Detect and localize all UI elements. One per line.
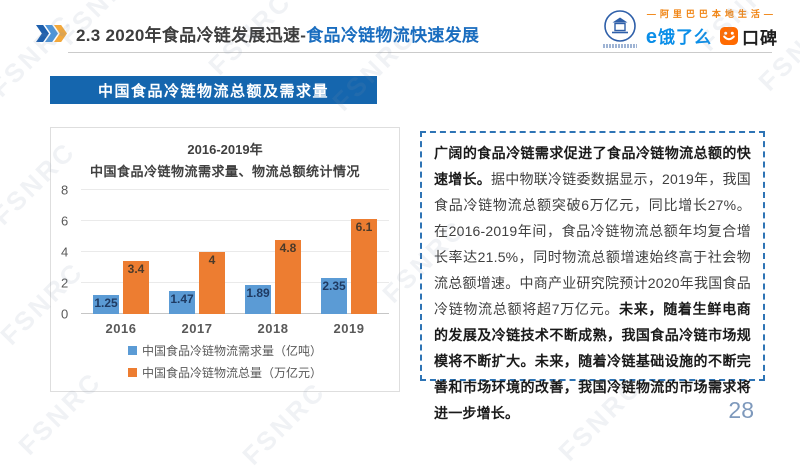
- koubei-logo: 口碑: [719, 24, 778, 49]
- gridline: [81, 313, 389, 314]
- bar: 2.35: [321, 277, 347, 314]
- chart-title-line2: 中国食品冷链物流需求量、物流总额统计情况: [89, 164, 360, 179]
- chevron-right-icon: [54, 25, 67, 42]
- page-title-highlight: 食品冷链物流快速发展: [306, 26, 480, 45]
- bar-groups: 1.25 3.4 2016 1.47 4 2017 1.89 4.8 2018 2.35 6.1 20…: [81, 190, 389, 336]
- bar-value-label: 1.25: [94, 295, 118, 310]
- brand-row: e 饿了么 口碑: [646, 23, 778, 49]
- commentary-body: 据中物联冷链委数据显示，2019年，我国食品冷链物流总额突破6万亿元，同比增长2…: [434, 171, 751, 317]
- legend-label: 中国食品冷链物流总量（万亿元）: [141, 366, 322, 380]
- chart-legend: 中国食品冷链物流需求量（亿吨） 中国食品冷链物流总量（万亿元）: [51, 342, 399, 381]
- bar: 1.25: [93, 294, 119, 314]
- association-emblem-icon: [604, 9, 636, 42]
- legend-swatch-icon: [127, 368, 137, 377]
- x-category-label: 2018: [257, 321, 289, 336]
- bar-group: 1.47 4 2017: [169, 190, 225, 336]
- chevron-right-icon: [45, 25, 58, 42]
- header-divider: [68, 52, 772, 53]
- alibaba-local-life-block: —阿里巴巴本地生活— e 饿了么 口碑: [646, 7, 778, 49]
- logo-cluster: —阿里巴巴本地生活— e 饿了么 口碑: [602, 7, 778, 49]
- bar-value-label: 3.4: [127, 262, 145, 277]
- y-tick-label: 0: [61, 306, 69, 322]
- alibaba-tagline: —阿里巴巴本地生活—: [646, 9, 777, 19]
- chart-panel: 2016-2019年 中国食品冷链物流需求量、物流总额统计情况 0 2 4 6 8 1.2…: [50, 127, 400, 392]
- page-title-dark: 2.3 2020年食品冷链发展迅速-: [76, 26, 307, 45]
- page-title: 2.3 2020年食品冷链发展迅速-食品冷链物流快速发展: [76, 21, 479, 46]
- gridline: [81, 220, 389, 221]
- legend-item: 中国食品冷链物流需求量（亿吨）: [127, 342, 322, 359]
- x-category-label: 2017: [181, 321, 213, 336]
- association-emblem: [602, 9, 637, 48]
- bar-value-label: 6.1: [355, 220, 373, 235]
- y-tick-label: 4: [61, 244, 69, 260]
- bar-group: 2.35 6.1 2019: [321, 190, 377, 336]
- bar-value-label: 1.47: [170, 292, 194, 307]
- bar: 1.47: [169, 291, 195, 314]
- chart-plot: 0 2 4 6 8 1.25 3.4 2016 1.47 4 2017 1.89 4.8 2018 2.35…: [61, 183, 389, 336]
- x-category-label: 2019: [333, 321, 365, 336]
- koubei-label: 口碑: [742, 28, 778, 48]
- x-category-label: 2016: [105, 321, 137, 336]
- gridline: [81, 251, 389, 252]
- legend-item: 中国食品冷链物流总量（万亿元）: [127, 364, 322, 381]
- section-banner: 中国食品冷链物流总额及需求量: [50, 76, 377, 104]
- bar-value-label: 4.8: [279, 240, 297, 255]
- commentary-text: 广阔的食品冷链需求促进了食品冷链物流总额的快速增长。据中物联冷链委数据显示，20…: [434, 140, 751, 426]
- y-tick-label: 8: [61, 182, 69, 198]
- bar-value-label: 2.35: [322, 278, 346, 293]
- bar: 1.89: [245, 284, 271, 314]
- bar: 3.4: [123, 261, 149, 314]
- bar-value-label: 4: [208, 253, 216, 267]
- association-caption: [602, 43, 637, 48]
- chart-title-line1: 2016-2019年: [187, 142, 263, 157]
- triple-chevron-icon: [36, 25, 67, 42]
- bar-group: 1.89 4.8 2018: [245, 190, 301, 336]
- legend-label: 中国食品冷链物流需求量（亿吨）: [141, 344, 322, 358]
- bar: 6.1: [351, 219, 377, 314]
- legend-swatch-icon: [127, 346, 137, 355]
- eleme-e-icon: e: [645, 26, 657, 48]
- chevron-right-icon: [36, 25, 49, 42]
- eleme-label: 饿了么: [658, 28, 712, 47]
- bar-group: 1.25 3.4 2016: [93, 190, 149, 336]
- bar-value-label: 1.89: [246, 285, 270, 300]
- commentary-tail-bold: 未来，随着生鲜电商的发展及冷链技术不断成熟，我国食品冷链市场规模将不断扩大。未来…: [434, 301, 751, 421]
- bar: 4.8: [275, 239, 301, 314]
- bar: 4: [199, 252, 225, 314]
- page-number: 28: [728, 397, 754, 423]
- gridline: [81, 189, 389, 190]
- y-tick-label: 2: [61, 275, 69, 291]
- commentary-lead-bold: 广阔的食品冷链需求促进了食品冷链物流总额的快速增长。: [434, 145, 751, 187]
- slide-header: 2.3 2020年食品冷链发展迅速-食品冷链物流快速发展: [36, 21, 479, 46]
- koubei-smiley-icon: [720, 27, 738, 45]
- commentary-panel: 广阔的食品冷链需求促进了食品冷链物流总额的快速增长。据中物联冷链委数据显示，20…: [420, 131, 765, 421]
- y-tick-label: 6: [61, 213, 69, 229]
- eleme-logo: e 饿了么: [646, 23, 712, 49]
- gridline: [81, 282, 389, 283]
